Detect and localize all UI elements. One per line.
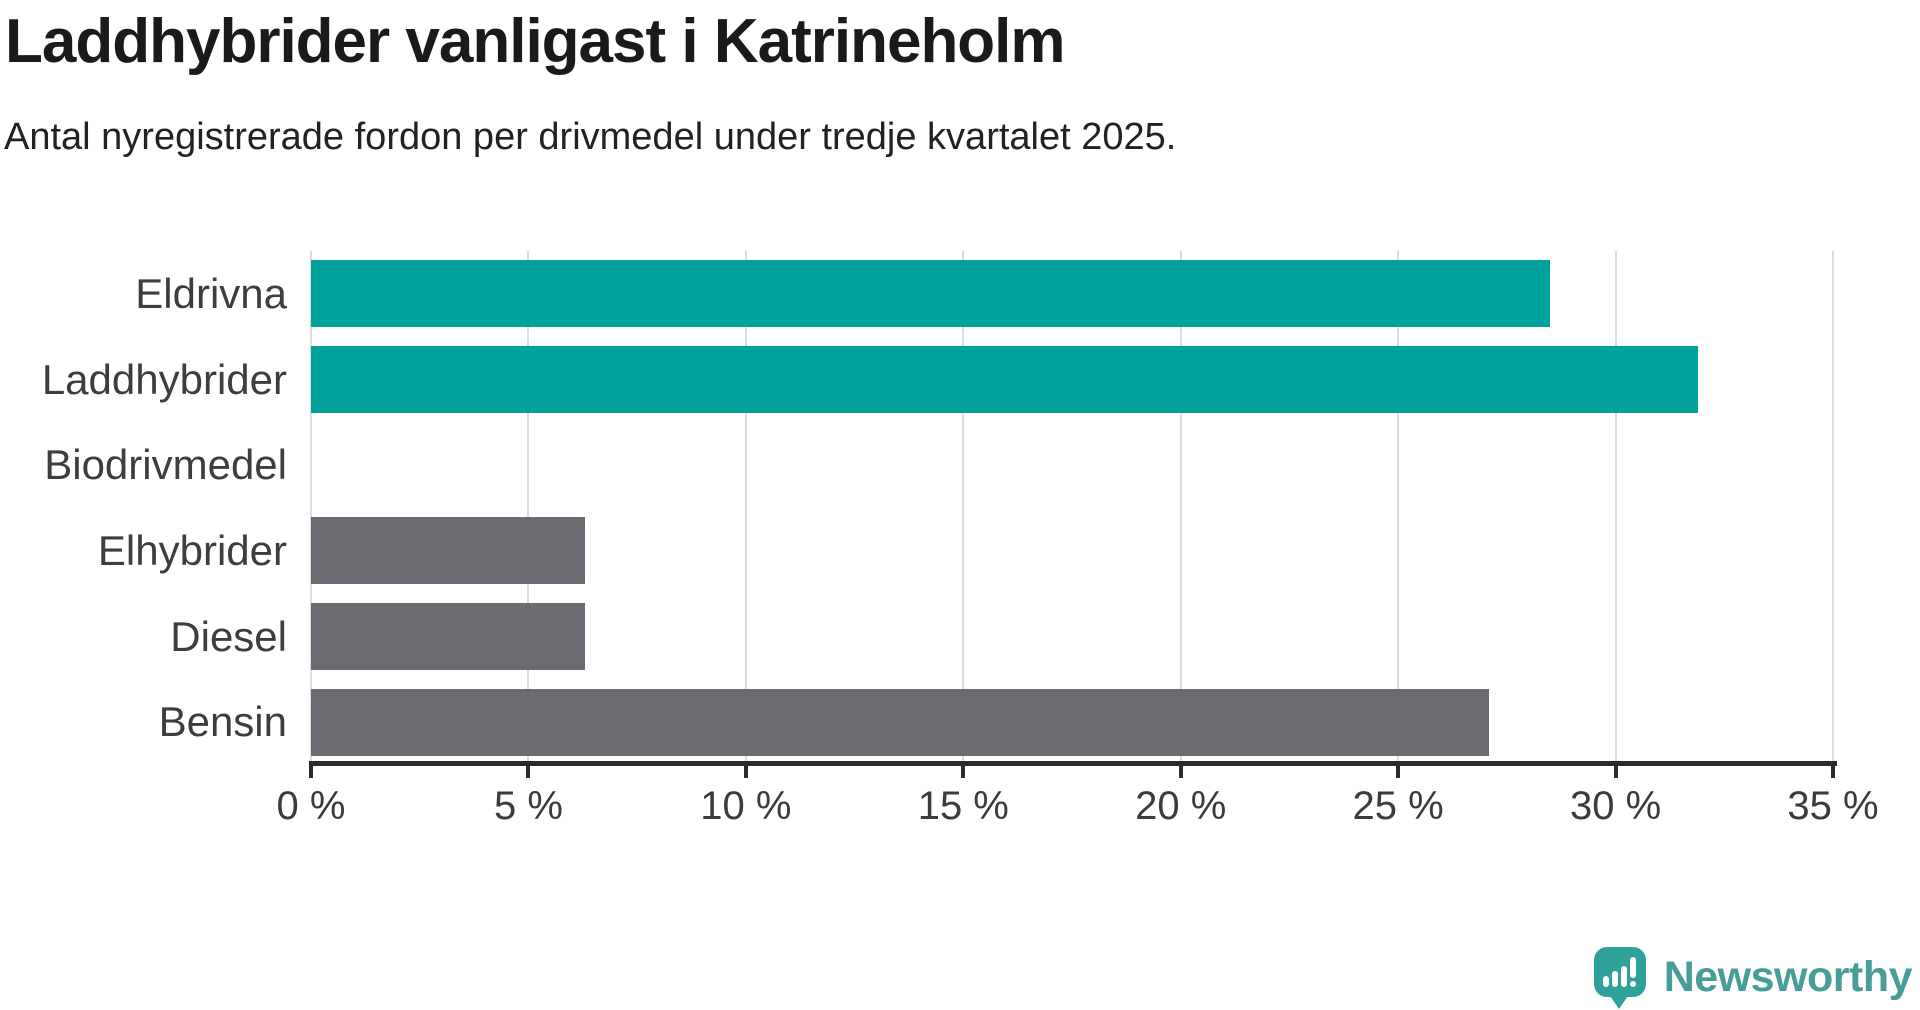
x-axis-tick-label-0: 0 % xyxy=(276,784,346,828)
category-label-biodrivmedel: Biodrivmedel xyxy=(44,441,287,489)
gridline-35 xyxy=(1832,251,1834,765)
bar-bensin xyxy=(311,688,1490,756)
newsworthy-speech-bubble-chart-icon xyxy=(1593,945,1646,1009)
x-axis-tick-25 xyxy=(1396,761,1401,778)
logo-exclamation-icon xyxy=(1629,957,1636,978)
category-axis: Eldrivna Laddhybrider Biodrivmedel Elhybrid… xyxy=(0,251,287,765)
gridline-10 xyxy=(744,251,747,765)
logo-mini-bar-icon xyxy=(1602,976,1609,987)
logo-bubble-tail xyxy=(1607,993,1630,1009)
logo-bubble-shape xyxy=(1593,947,1646,997)
brand-name: Newsworthy xyxy=(1663,952,1913,1001)
chart-subtitle: Antal nyregistrerade fordon per drivmede… xyxy=(4,116,1177,158)
bar-elhybrider xyxy=(311,517,585,585)
x-axis-tick-30 xyxy=(1613,761,1618,778)
logo-mini-bar-icon xyxy=(1611,971,1618,987)
gridline-25 xyxy=(1397,251,1400,765)
chart-title: Laddhybrider vanligast i Katrineholm xyxy=(5,7,1066,76)
x-axis-tick-35 xyxy=(1831,761,1835,778)
gridline-5 xyxy=(527,251,530,765)
plot-area xyxy=(310,251,1834,765)
x-axis-tick-0 xyxy=(309,761,313,778)
gridline-0 xyxy=(310,251,312,765)
gridline-15 xyxy=(962,251,965,765)
logo-mini-bar-icon xyxy=(1620,966,1627,987)
bar-eldrivna xyxy=(311,260,1551,328)
category-label-elhybrider: Elhybrider xyxy=(97,526,287,574)
bar-laddhybrider xyxy=(311,346,1699,413)
x-axis-tick-label-35: 35 % xyxy=(1787,784,1879,828)
gridline-30 xyxy=(1614,251,1617,765)
gridline-20 xyxy=(1179,251,1182,765)
newsworthy-logo: Newsworthy xyxy=(1593,944,1913,1010)
category-label-bensin: Bensin xyxy=(158,698,287,746)
logo-exclamation-dot-icon xyxy=(1629,981,1636,987)
x-axis-tick-label-30: 30 % xyxy=(1569,784,1662,828)
x-axis-tick-label-20: 20 % xyxy=(1135,784,1227,828)
bar-diesel xyxy=(311,603,585,670)
x-axis-tick-10 xyxy=(743,761,748,778)
x-axis-tick-label-10: 10 % xyxy=(700,784,792,828)
x-axis-tick-label-25: 25 % xyxy=(1352,784,1444,828)
x-axis-tick-20 xyxy=(1178,761,1183,778)
category-label-diesel: Diesel xyxy=(170,612,287,660)
x-axis-line xyxy=(309,761,1837,766)
x-axis-tick-label-5: 5 % xyxy=(493,784,563,828)
category-label-laddhybrider: Laddhybrider xyxy=(41,355,287,403)
x-axis-tick-15 xyxy=(961,761,966,778)
category-label-eldrivna: Eldrivna xyxy=(135,269,287,317)
x-axis-tick-label-15: 15 % xyxy=(917,784,1009,828)
x-axis-tick-5 xyxy=(526,761,531,778)
